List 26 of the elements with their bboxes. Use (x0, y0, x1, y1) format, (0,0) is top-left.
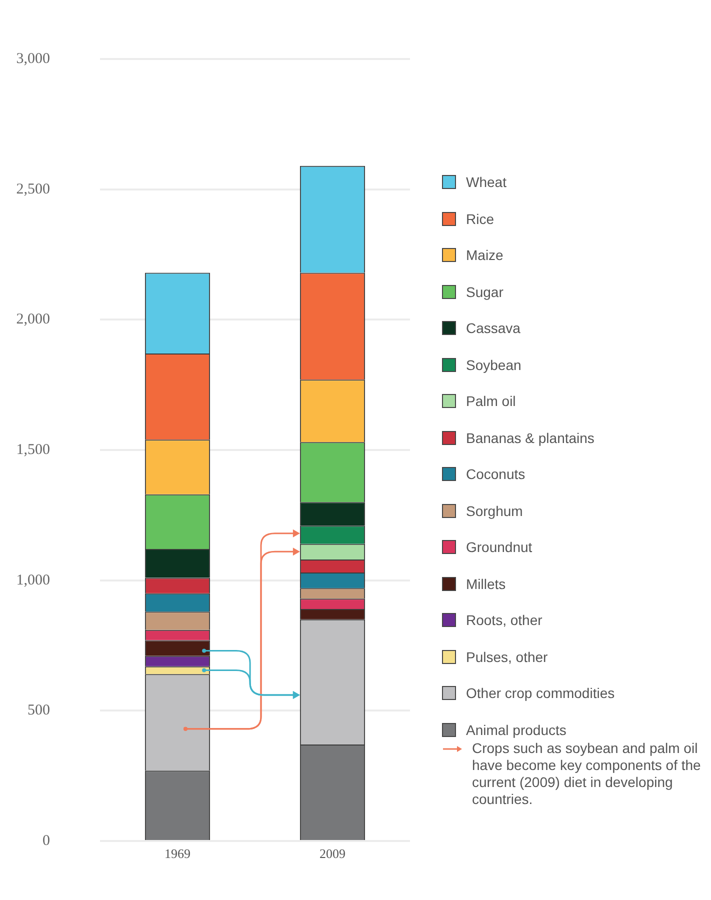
legend-label: Pulses, other (466, 648, 548, 665)
legend-label: Rice (466, 210, 494, 227)
legend-label: Sorghum (466, 502, 523, 519)
legend-label: Coconuts (466, 466, 526, 482)
legend-label: Bananas & plantains (466, 430, 594, 446)
legend-label: Wheat (466, 174, 506, 190)
legend-label: Cassava (466, 320, 520, 336)
legend-label: Millets (466, 576, 506, 592)
y-tick-label: 2,500 (16, 181, 50, 198)
legend-label: Palm oil (466, 393, 516, 410)
y-tick-label: 1,500 (16, 442, 50, 458)
legend-label: Other crop commodities (466, 685, 615, 702)
y-tick-label: 500 (28, 702, 50, 719)
text: Crops such as soybean and palm oil have become key components of the current (2009) diet in developing countries. (472, 740, 702, 808)
y-tick-label: 2,000 (16, 312, 50, 328)
legend-label: Groundnut (466, 539, 532, 556)
y-tick-label: 1,000 (16, 572, 50, 588)
x-tick-label: 1969 (164, 846, 190, 862)
legend-label: Sugar (466, 284, 504, 300)
y-tick-label: 3,000 (16, 50, 50, 67)
x-tick-label: 2009 (320, 846, 346, 862)
y-tick-label: 0 (42, 832, 50, 849)
legend-label: Animal products (466, 722, 566, 738)
legend-label: Soybean (466, 356, 522, 373)
legend-label: Maize (466, 247, 504, 264)
legend-label: Roots, other (466, 612, 542, 628)
